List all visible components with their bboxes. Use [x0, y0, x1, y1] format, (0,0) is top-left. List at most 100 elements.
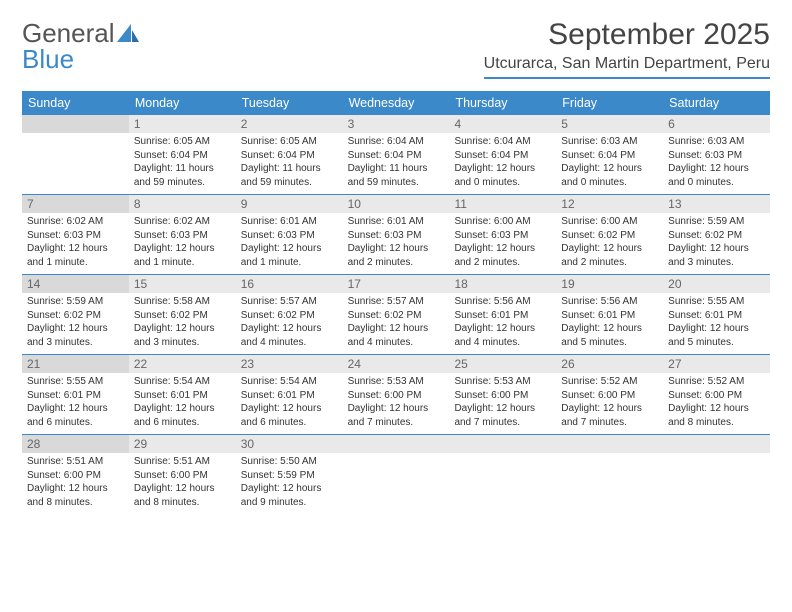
sunrise-text: Sunrise: 5:52 AM: [668, 375, 765, 389]
sunrise-text: Sunrise: 5:52 AM: [561, 375, 658, 389]
daylight-text: Daylight: 12 hours and 3 minutes.: [668, 242, 765, 269]
day-number: 7: [22, 195, 129, 213]
calendar-cell: 1Sunrise: 6:05 AMSunset: 6:04 PMDaylight…: [129, 115, 236, 194]
sunset-text: Sunset: 6:03 PM: [27, 229, 124, 243]
cell-body: Sunrise: 5:51 AMSunset: 6:00 PMDaylight:…: [22, 453, 129, 514]
cell-body: Sunrise: 5:59 AMSunset: 6:02 PMDaylight:…: [663, 213, 770, 274]
sunrise-text: Sunrise: 5:55 AM: [27, 375, 124, 389]
sunset-text: Sunset: 6:03 PM: [134, 229, 231, 243]
day-number: [22, 115, 129, 133]
daylight-text: Daylight: 12 hours and 2 minutes.: [348, 242, 445, 269]
day-number: 4: [449, 115, 556, 133]
calendar-cell: 19Sunrise: 5:56 AMSunset: 6:01 PMDayligh…: [556, 275, 663, 354]
cell-body: [449, 453, 556, 460]
day-number: 23: [236, 355, 343, 373]
calendar-cell: 27Sunrise: 5:52 AMSunset: 6:00 PMDayligh…: [663, 355, 770, 434]
calendar-cell: 15Sunrise: 5:58 AMSunset: 6:02 PMDayligh…: [129, 275, 236, 354]
sunset-text: Sunset: 6:03 PM: [348, 229, 445, 243]
daylight-text: Daylight: 11 hours and 59 minutes.: [134, 162, 231, 189]
day-number: [556, 435, 663, 453]
sunset-text: Sunset: 6:02 PM: [561, 229, 658, 243]
calendar-week-row: 1Sunrise: 6:05 AMSunset: 6:04 PMDaylight…: [22, 115, 770, 195]
sunset-text: Sunset: 6:01 PM: [241, 389, 338, 403]
logo-sail-icon: [117, 24, 141, 44]
sunset-text: Sunset: 6:00 PM: [454, 389, 551, 403]
sunset-text: Sunset: 6:04 PM: [134, 149, 231, 163]
calendar-cell: 28Sunrise: 5:51 AMSunset: 6:00 PMDayligh…: [22, 435, 129, 514]
daylight-text: Daylight: 12 hours and 8 minutes.: [134, 482, 231, 509]
day-number: 20: [663, 275, 770, 293]
cell-body: Sunrise: 5:52 AMSunset: 6:00 PMDaylight:…: [663, 373, 770, 434]
sunrise-text: Sunrise: 5:57 AM: [241, 295, 338, 309]
calendar-cell: 3Sunrise: 6:04 AMSunset: 6:04 PMDaylight…: [343, 115, 450, 194]
daylight-text: Daylight: 12 hours and 5 minutes.: [668, 322, 765, 349]
day-number: 1: [129, 115, 236, 133]
weekday-header: Thursday: [449, 91, 556, 115]
day-number: 19: [556, 275, 663, 293]
cell-body: Sunrise: 5:57 AMSunset: 6:02 PMDaylight:…: [236, 293, 343, 354]
calendar-week-row: 21Sunrise: 5:55 AMSunset: 6:01 PMDayligh…: [22, 355, 770, 435]
sunset-text: Sunset: 6:04 PM: [561, 149, 658, 163]
sunset-text: Sunset: 5:59 PM: [241, 469, 338, 483]
day-number: 17: [343, 275, 450, 293]
cell-body: [22, 133, 129, 140]
calendar-week-row: 14Sunrise: 5:59 AMSunset: 6:02 PMDayligh…: [22, 275, 770, 355]
cell-body: Sunrise: 5:56 AMSunset: 6:01 PMDaylight:…: [449, 293, 556, 354]
cell-body: [556, 453, 663, 460]
day-number: 16: [236, 275, 343, 293]
calendar-cell: 17Sunrise: 5:57 AMSunset: 6:02 PMDayligh…: [343, 275, 450, 354]
sunrise-text: Sunrise: 6:05 AM: [241, 135, 338, 149]
daylight-text: Daylight: 12 hours and 3 minutes.: [27, 322, 124, 349]
day-number: 22: [129, 355, 236, 373]
sunset-text: Sunset: 6:00 PM: [348, 389, 445, 403]
calendar-cell: 5Sunrise: 6:03 AMSunset: 6:04 PMDaylight…: [556, 115, 663, 194]
weeks-container: 1Sunrise: 6:05 AMSunset: 6:04 PMDaylight…: [22, 115, 770, 514]
sunrise-text: Sunrise: 6:04 AM: [348, 135, 445, 149]
sunset-text: Sunset: 6:04 PM: [454, 149, 551, 163]
calendar-cell: 6Sunrise: 6:03 AMSunset: 6:03 PMDaylight…: [663, 115, 770, 194]
calendar-cell: 22Sunrise: 5:54 AMSunset: 6:01 PMDayligh…: [129, 355, 236, 434]
cell-body: Sunrise: 5:50 AMSunset: 5:59 PMDaylight:…: [236, 453, 343, 514]
day-number: [449, 435, 556, 453]
day-number: 30: [236, 435, 343, 453]
calendar: Sunday Monday Tuesday Wednesday Thursday…: [22, 91, 770, 514]
daylight-text: Daylight: 12 hours and 1 minute.: [27, 242, 124, 269]
cell-body: Sunrise: 6:01 AMSunset: 6:03 PMDaylight:…: [343, 213, 450, 274]
sunrise-text: Sunrise: 5:56 AM: [561, 295, 658, 309]
cell-body: Sunrise: 5:56 AMSunset: 6:01 PMDaylight:…: [556, 293, 663, 354]
day-number: 9: [236, 195, 343, 213]
day-number: 15: [129, 275, 236, 293]
day-number: 12: [556, 195, 663, 213]
daylight-text: Daylight: 12 hours and 1 minute.: [134, 242, 231, 269]
sunset-text: Sunset: 6:03 PM: [454, 229, 551, 243]
daylight-text: Daylight: 12 hours and 9 minutes.: [241, 482, 338, 509]
logo-text-2: Blue: [22, 44, 74, 75]
calendar-cell: 13Sunrise: 5:59 AMSunset: 6:02 PMDayligh…: [663, 195, 770, 274]
calendar-cell: 30Sunrise: 5:50 AMSunset: 5:59 PMDayligh…: [236, 435, 343, 514]
day-number: 11: [449, 195, 556, 213]
cell-body: Sunrise: 6:03 AMSunset: 6:04 PMDaylight:…: [556, 133, 663, 194]
cell-body: Sunrise: 6:01 AMSunset: 6:03 PMDaylight:…: [236, 213, 343, 274]
calendar-cell: 23Sunrise: 5:54 AMSunset: 6:01 PMDayligh…: [236, 355, 343, 434]
daylight-text: Daylight: 11 hours and 59 minutes.: [348, 162, 445, 189]
daylight-text: Daylight: 12 hours and 8 minutes.: [27, 482, 124, 509]
calendar-cell: [663, 435, 770, 514]
cell-body: Sunrise: 6:02 AMSunset: 6:03 PMDaylight:…: [129, 213, 236, 274]
sunrise-text: Sunrise: 6:01 AM: [241, 215, 338, 229]
daylight-text: Daylight: 12 hours and 6 minutes.: [241, 402, 338, 429]
weekday-header: Friday: [556, 91, 663, 115]
sunrise-text: Sunrise: 6:04 AM: [454, 135, 551, 149]
sunrise-text: Sunrise: 5:50 AM: [241, 455, 338, 469]
sunset-text: Sunset: 6:00 PM: [668, 389, 765, 403]
calendar-cell: 8Sunrise: 6:02 AMSunset: 6:03 PMDaylight…: [129, 195, 236, 274]
cell-body: Sunrise: 5:53 AMSunset: 6:00 PMDaylight:…: [343, 373, 450, 434]
daylight-text: Daylight: 12 hours and 6 minutes.: [27, 402, 124, 429]
calendar-cell: 9Sunrise: 6:01 AMSunset: 6:03 PMDaylight…: [236, 195, 343, 274]
header: General September 2025 Utcurarca, San Ma…: [22, 18, 770, 79]
sunset-text: Sunset: 6:00 PM: [561, 389, 658, 403]
sunset-text: Sunset: 6:01 PM: [668, 309, 765, 323]
calendar-cell: 16Sunrise: 5:57 AMSunset: 6:02 PMDayligh…: [236, 275, 343, 354]
calendar-cell: 14Sunrise: 5:59 AMSunset: 6:02 PMDayligh…: [22, 275, 129, 354]
sunrise-text: Sunrise: 5:56 AM: [454, 295, 551, 309]
sunrise-text: Sunrise: 5:53 AM: [454, 375, 551, 389]
